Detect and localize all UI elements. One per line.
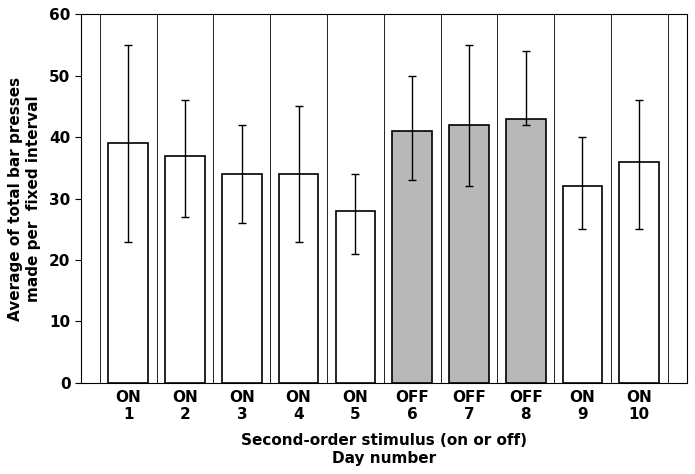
Bar	[336, 211, 375, 383]
Bar	[449, 125, 489, 383]
Bar	[279, 174, 318, 383]
Bar	[392, 131, 432, 383]
Bar	[506, 118, 546, 383]
Bar	[108, 143, 148, 383]
Bar	[222, 174, 262, 383]
Bar	[619, 162, 659, 383]
Bar	[165, 155, 205, 383]
X-axis label: Second-order stimulus (on or off)
Day number: Second-order stimulus (on or off) Day nu…	[240, 433, 527, 465]
Bar	[563, 186, 603, 383]
Y-axis label: Average of total bar presses
made per  fixed interval: Average of total bar presses made per fi…	[8, 76, 41, 320]
